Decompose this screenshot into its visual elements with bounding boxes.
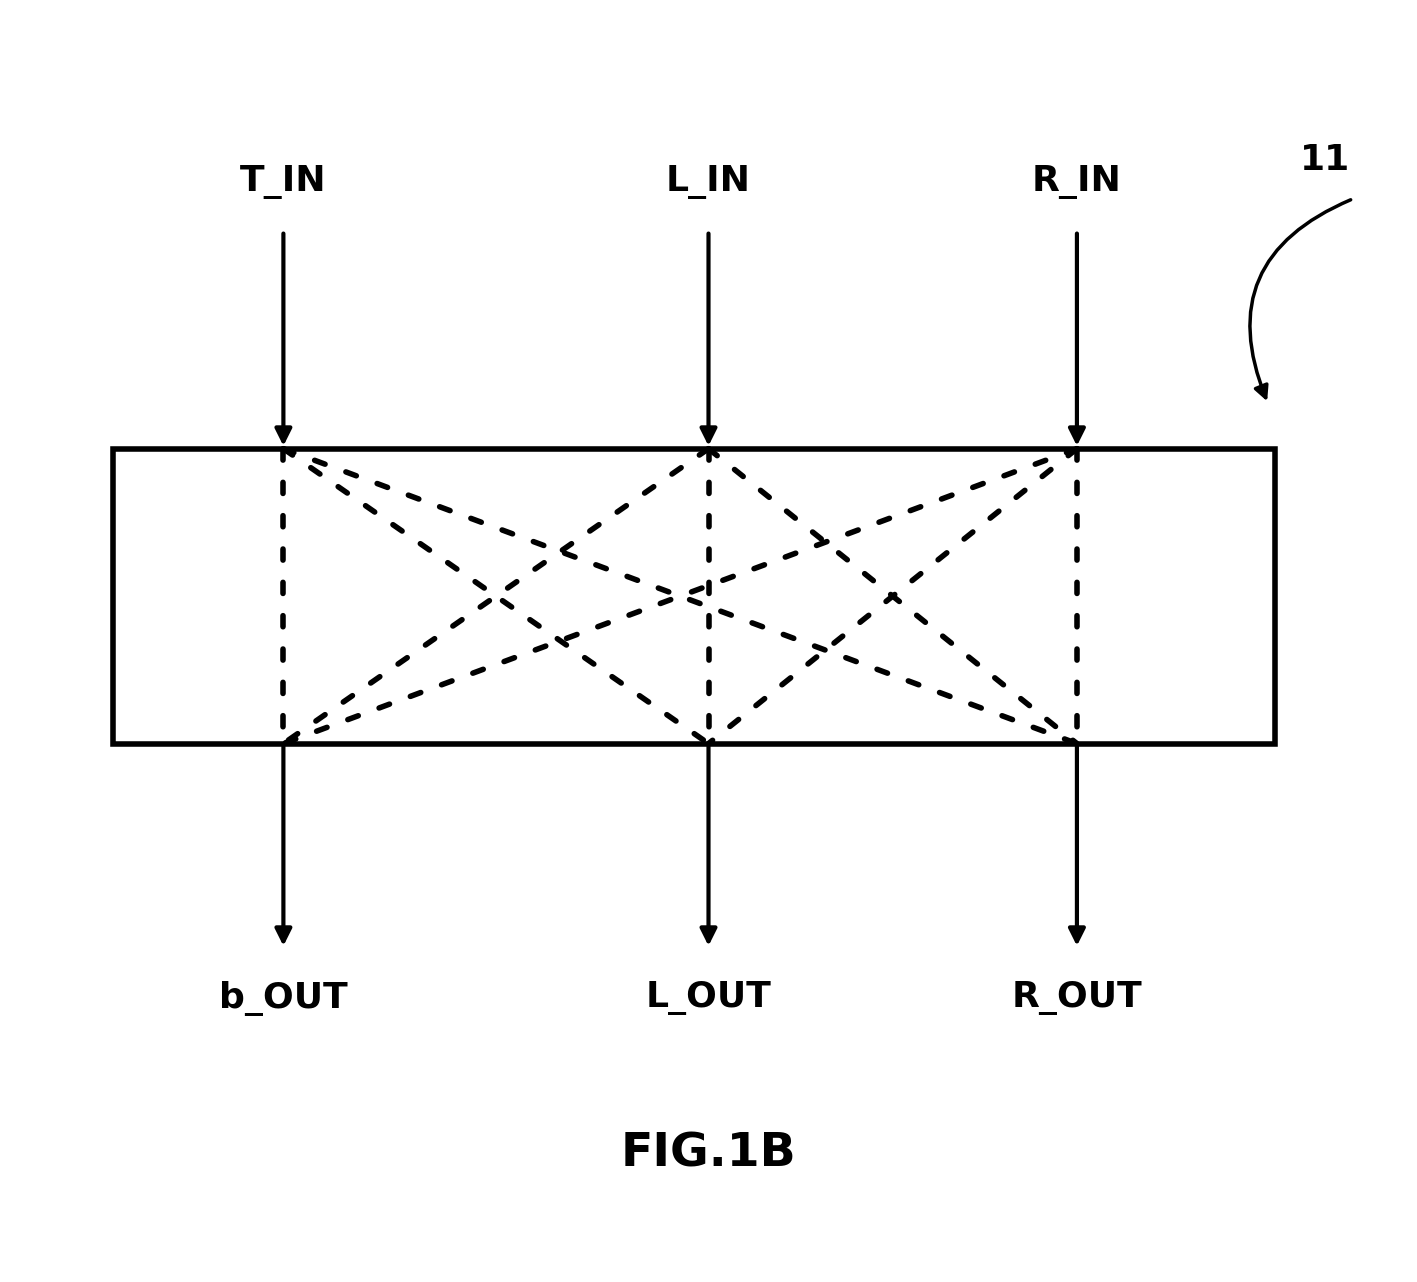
Text: L_OUT: L_OUT — [646, 981, 771, 1015]
Text: FIG.1B: FIG.1B — [621, 1131, 796, 1177]
Text: R_IN: R_IN — [1032, 164, 1122, 199]
Text: R_OUT: R_OUT — [1012, 981, 1142, 1015]
Text: L_IN: L_IN — [666, 164, 751, 199]
Bar — [113, 449, 1275, 744]
Text: 11: 11 — [1299, 144, 1350, 177]
Text: T_IN: T_IN — [239, 164, 327, 199]
Text: b_OUT: b_OUT — [220, 981, 347, 1015]
